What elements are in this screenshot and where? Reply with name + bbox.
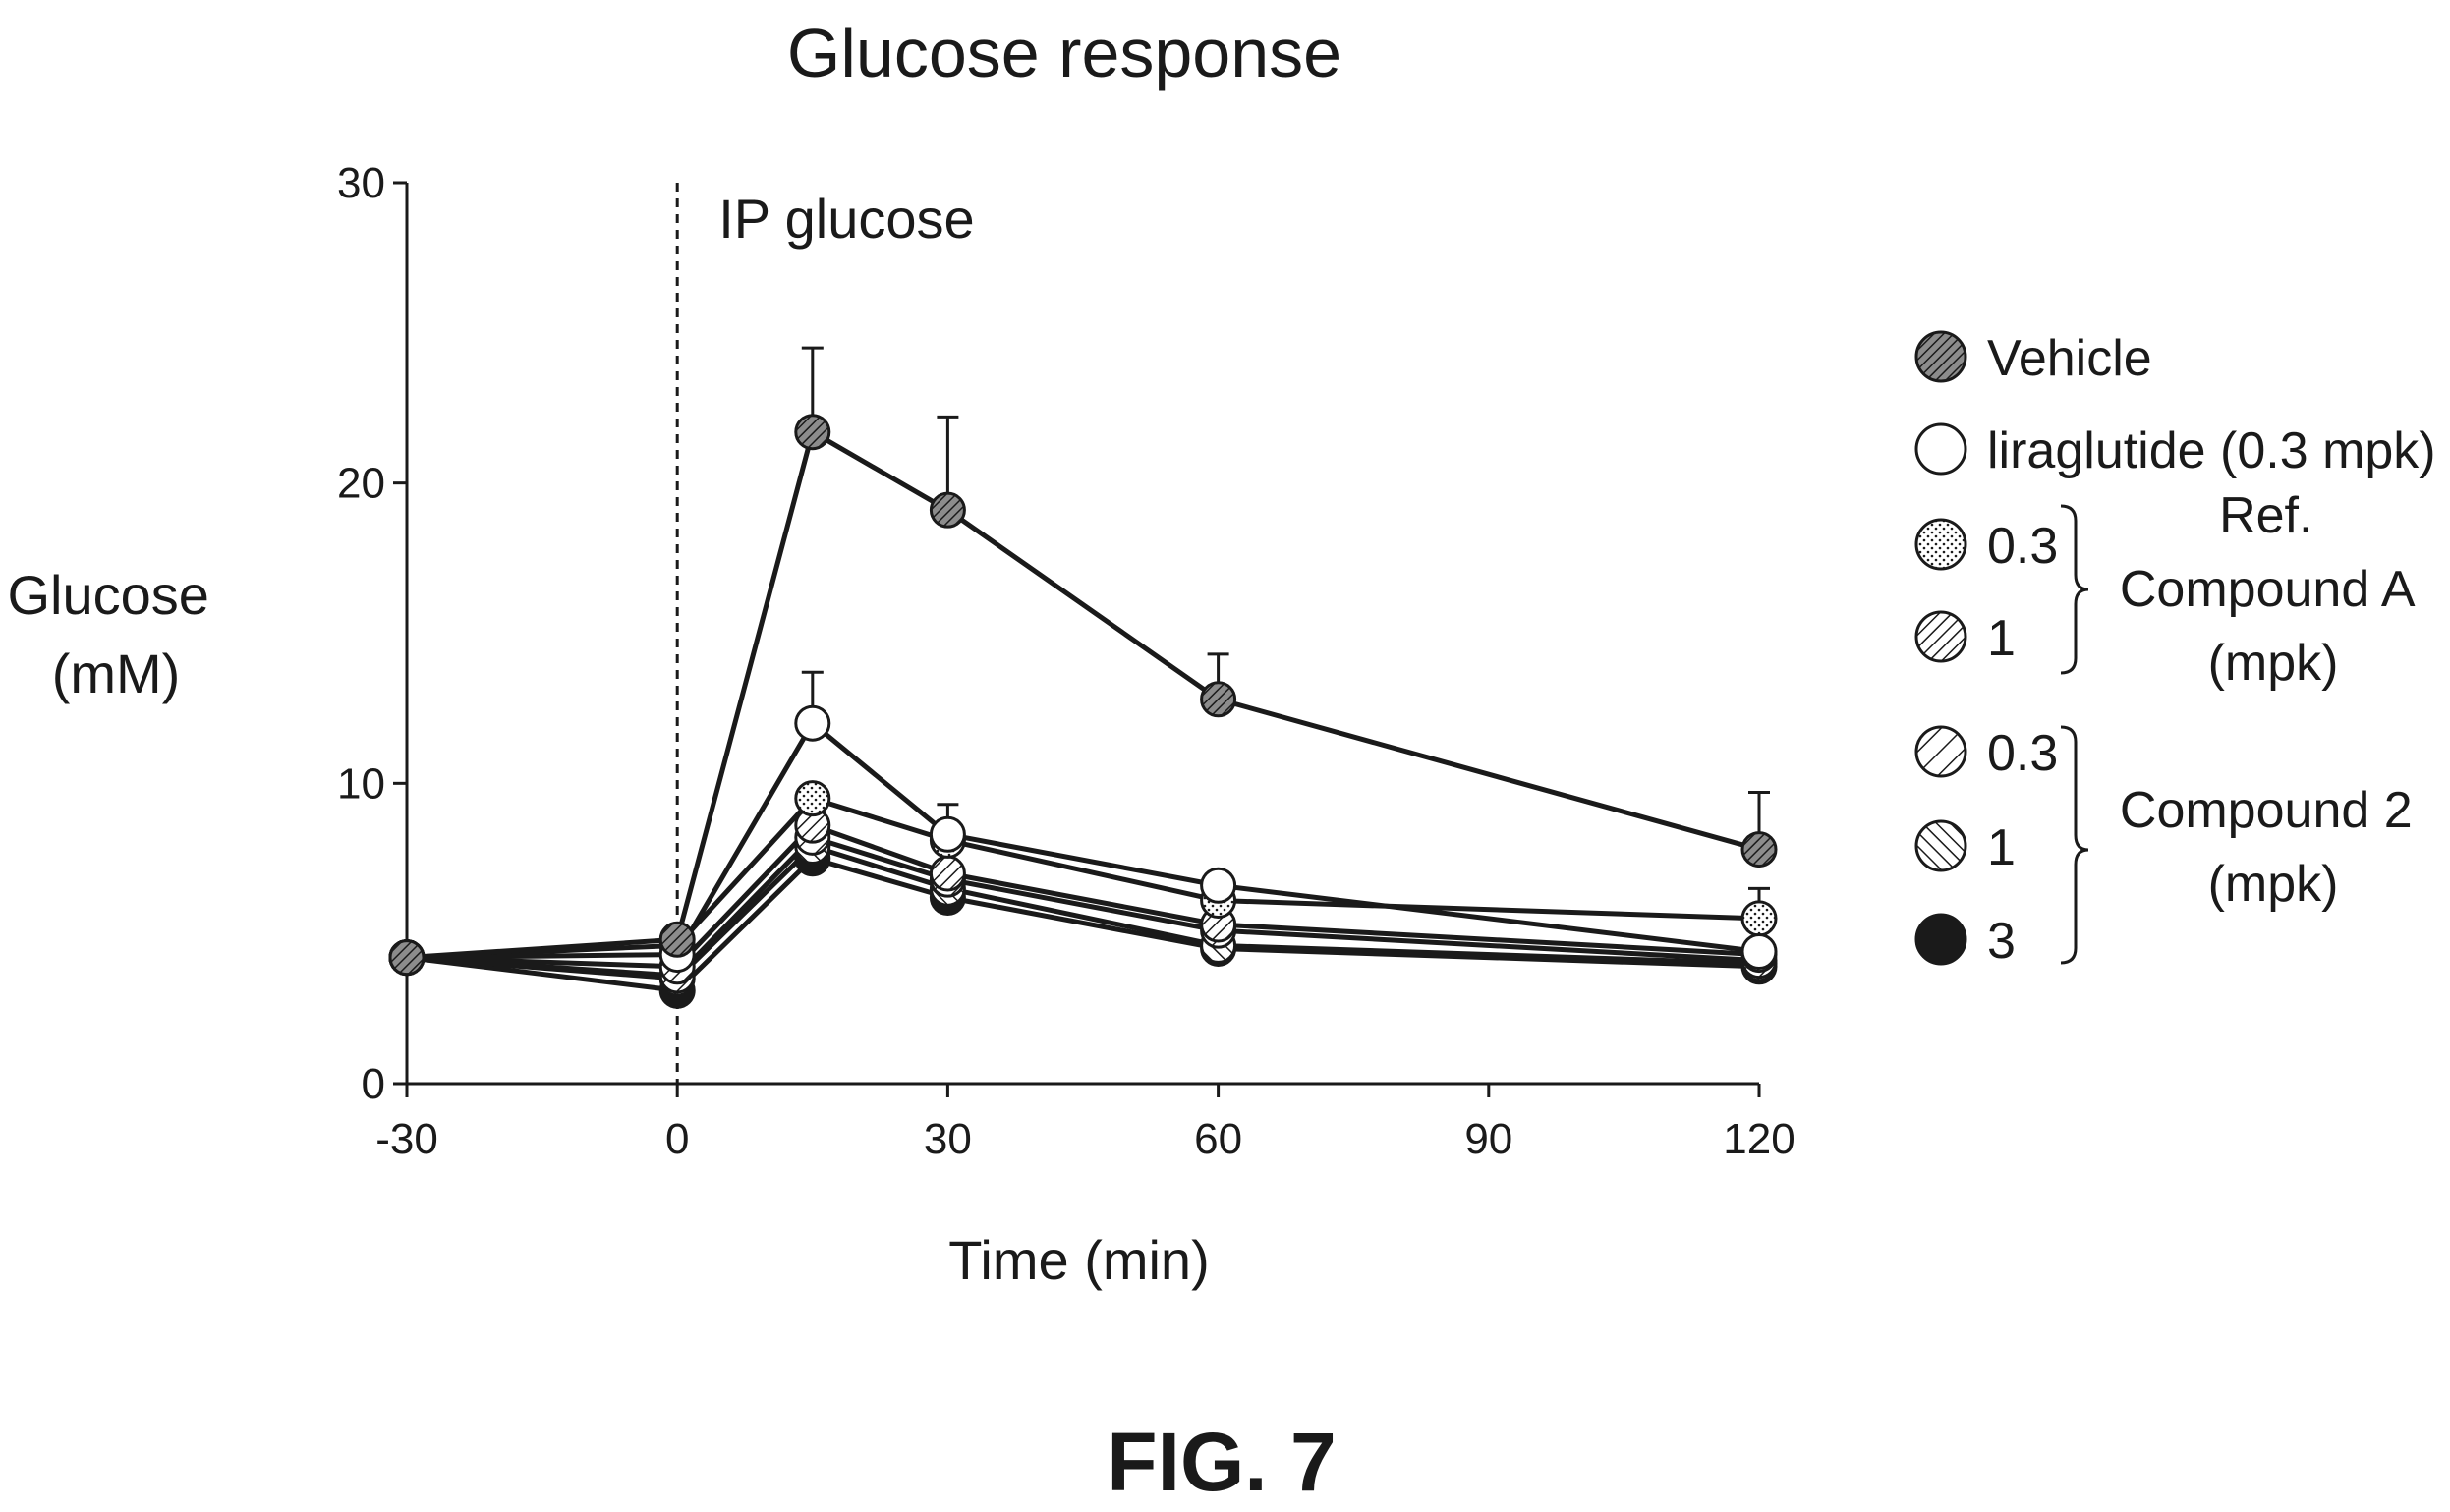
x-tick-label: 60 [1194,1115,1242,1163]
x-tick-label: 120 [1723,1115,1795,1163]
x-tick-label: 0 [665,1115,689,1163]
group-b-line-2: (mpk) [2208,856,2339,913]
legend-marker-3 [1914,610,1967,663]
data-point-series-2 [794,780,831,817]
axes: 0 10 20 30 -30 0 30 60 90 120 [337,159,1795,1163]
y-axis-label: Glucose (mM) [8,564,225,704]
group-a-line-2: Compound A [2120,561,2416,618]
y-axis-label-line-1: Glucose [8,564,209,626]
x-tick-label: 90 [1464,1115,1512,1163]
data-point-series-3 [929,855,966,892]
series-line-0 [406,429,1760,961]
legend-item-liraglutide: liraglutide (0.3 mpk) [1987,422,2436,479]
group-label-ref-compound-a: Ref. Compound A (mpk) [2120,487,2426,692]
data-point-series-0 [658,921,696,958]
legend-item-cmpd2-1: 1 [1987,819,2016,876]
legend-marker-1 [1914,422,1967,476]
group-b-line-1: Compound 2 [2120,782,2413,839]
group-label-compound-2: Compound 2 (mpk) [2120,782,2426,913]
series-line-4 [406,834,1760,979]
x-axis-label: Time (min) [948,1229,1209,1291]
legend: Vehicle liraglutide (0.3 mpk) 0.3 1 0.3 … [1914,330,2436,970]
legend-item-ref-a-0-3: 0.3 [1987,518,2058,575]
plot-area [388,346,1778,1009]
y-tick-label: 30 [337,159,385,207]
y-axis-label-line-2: (mM) [52,643,181,704]
group-a-line-3: (mpk) [2208,635,2339,692]
data-point-series-0 [1740,831,1778,868]
data-point-series-1 [1740,933,1778,971]
series-line-6 [406,856,1760,993]
y-tick-label: 10 [337,759,385,808]
legend-marker-5 [1914,819,1967,872]
data-point-series-1 [794,704,831,742]
legend-item-cmpd2-0-3: 0.3 [1987,725,2058,782]
legend-marker-6 [1914,913,1967,966]
series-line-2 [406,796,1760,961]
legend-item-ref-a-1: 1 [1987,610,2016,667]
brace-compound-2 [2060,725,2089,965]
legend-marker-0 [1914,330,1967,383]
figure-label: FIG. 7 [1107,1416,1336,1508]
series-line-1 [406,720,1760,961]
group-a-line-1: Ref. [2219,487,2312,544]
legend-item-cmpd2-3: 3 [1987,913,2016,970]
legend-marker-4 [1914,725,1967,778]
series-line-3 [406,822,1760,970]
ip-glucose-annotation: IP glucose [675,183,975,1084]
legend-markers [1914,330,1967,966]
ip-glucose-label: IP glucose [718,188,974,250]
y-tick-label: 0 [362,1060,385,1108]
data-point-series-0 [1200,681,1237,718]
x-tick-label: -30 [375,1115,438,1163]
data-point-series-2 [1740,900,1778,937]
data-point-series-1 [1200,867,1237,904]
data-point-series-0 [794,414,831,451]
x-tick-label: 30 [924,1115,972,1163]
legend-marker-2 [1914,518,1967,571]
legend-item-vehicle: Vehicle [1987,330,2152,387]
y-tick-label: 20 [337,460,385,508]
series-line-5 [406,844,1760,981]
data-point-series-0 [929,491,966,529]
brace-ref-compound-a [2060,504,2089,675]
data-point-series-1 [929,815,966,853]
chart-title: Glucose response [787,15,1341,91]
data-point-series-0 [388,939,426,977]
